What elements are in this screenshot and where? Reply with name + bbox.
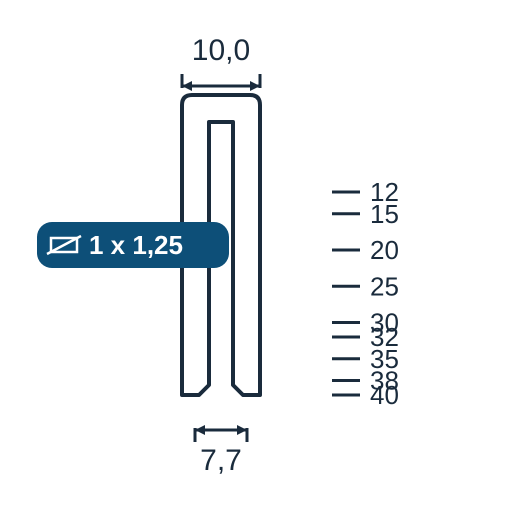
bottom-dim-label: 7,7 xyxy=(200,444,242,477)
scale-label: 40 xyxy=(370,380,399,410)
scale-label: 25 xyxy=(370,271,399,301)
wire-size-label: 1 x 1,25 xyxy=(89,230,183,260)
scale-label: 20 xyxy=(370,235,399,265)
top-dim-label: 10,0 xyxy=(192,34,250,67)
technical-diagram: 10,07,71215202530323538401 x 1,25 xyxy=(0,0,520,519)
scale-label: 15 xyxy=(370,199,399,229)
wire-size-pill: 1 x 1,25 xyxy=(37,222,229,268)
